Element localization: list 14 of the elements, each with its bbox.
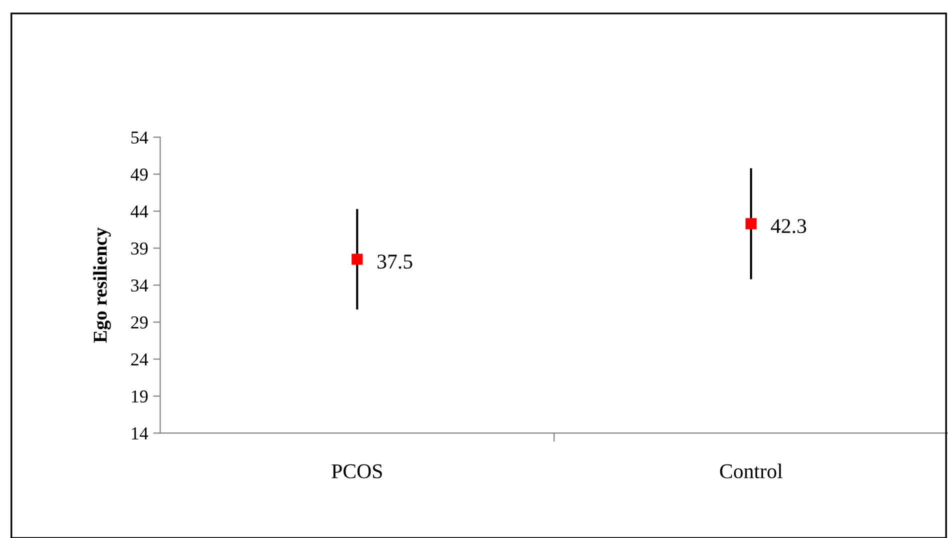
y-tick-label: 49 [130, 168, 148, 181]
y-axis-title: Ego resiliency [93, 227, 111, 343]
y-tick-label: 14 [132, 427, 148, 440]
y-tick-label: 24 [131, 353, 148, 366]
data-label: 37.5 [378, 254, 412, 269]
y-tick-label: 39 [131, 242, 148, 255]
y-tick-label: 29 [131, 316, 148, 329]
x-tick-label: PCOS [332, 464, 382, 478]
data-label: 42.3 [770, 219, 806, 234]
y-tick-label: 44 [130, 206, 148, 218]
y-tick-label: 54 [131, 132, 148, 144]
x-tick-label: Control [720, 464, 782, 478]
y-tick-label: 19 [132, 390, 148, 403]
y-tick-label: 34 [131, 279, 148, 292]
